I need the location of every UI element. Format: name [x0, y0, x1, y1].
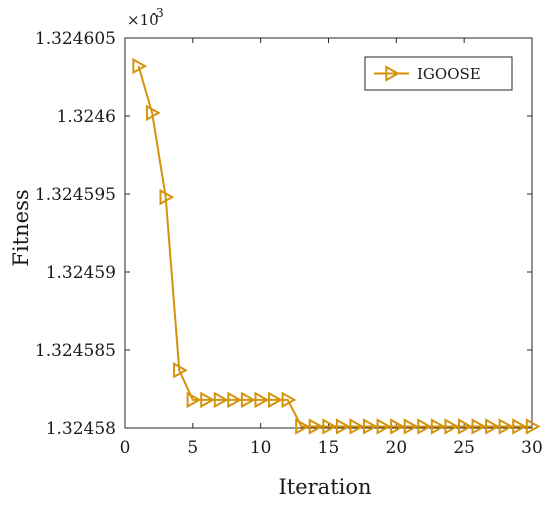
x-tick-label: 10: [250, 438, 272, 458]
data-point-marker: [444, 418, 460, 435]
legend-marker: [385, 65, 401, 82]
x-tick-label: 5: [187, 438, 198, 458]
data-point-marker: [403, 418, 419, 435]
y-tick-label: 1.32459: [46, 263, 116, 283]
data-point-marker: [200, 391, 215, 409]
data-point-marker: [295, 418, 310, 435]
y-axis-title: Fitness: [9, 189, 33, 266]
data-point-marker: [240, 391, 256, 409]
legend: IGOOSE: [364, 56, 513, 91]
data-point-marker: [349, 418, 365, 435]
data-point-marker: [390, 418, 405, 435]
x-tick-label: 15: [318, 438, 340, 458]
data-point-marker: [457, 418, 473, 435]
data-point-marker: [322, 418, 338, 435]
data-point-marker: [227, 391, 243, 409]
y-tick-label: 1.32458: [46, 419, 116, 439]
data-point-marker: [213, 391, 229, 409]
data-point-marker: [145, 104, 161, 122]
x-axis-title: Iteration: [278, 475, 371, 499]
data-point-marker: [376, 418, 392, 435]
data-point-marker: [498, 418, 514, 435]
data-point-marker: [268, 391, 283, 409]
data-point-marker: [186, 391, 202, 409]
x-tick-label: 25: [453, 438, 475, 458]
data-point-marker: [308, 418, 324, 435]
y-tick-label: 1.324585: [35, 341, 116, 361]
y-tick-label: 1.3246: [57, 107, 116, 127]
data-point-marker: [173, 362, 188, 379]
data-point-marker: [159, 188, 175, 206]
y-tick-label: 1.324605: [35, 29, 116, 49]
y-axis-multiplier-exponent: -3: [152, 6, 164, 20]
x-tick-label: 30: [521, 438, 543, 458]
legend-label: IGOOSE: [417, 65, 481, 83]
y-axis-multiplier: ×10: [127, 11, 159, 29]
data-point-marker: [281, 391, 297, 409]
data-point-marker: [417, 418, 433, 435]
y-tick-label: 1.324595: [35, 185, 116, 205]
axis-ticks: 0 5 10 15 20 25 30 1.32458 1.324585 1.32459 1.3245…: [35, 29, 543, 458]
plot-area: [124, 37, 533, 429]
series-layer: [132, 57, 541, 435]
data-point-marker: [525, 418, 541, 435]
data-point-marker: [430, 418, 446, 435]
data-point-marker: [363, 418, 378, 435]
data-point-marker: [485, 418, 500, 435]
data-point-marker: [132, 57, 148, 75]
x-tick-label: 0: [120, 438, 131, 458]
data-point-marker: [254, 391, 270, 409]
data-point-marker: [335, 418, 351, 435]
data-point-marker: [471, 418, 487, 435]
x-tick-label: 20: [386, 438, 408, 458]
data-point-marker: [512, 418, 527, 435]
